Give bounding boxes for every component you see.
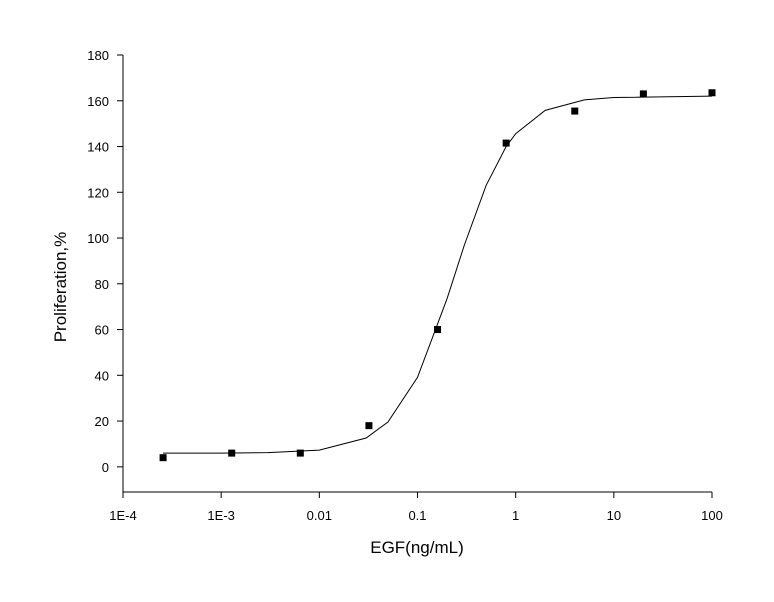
data-point <box>708 89 716 97</box>
y-tick-label: 0 <box>102 460 109 475</box>
data-point <box>571 107 579 115</box>
data-point <box>434 326 442 334</box>
y-tick-label: 180 <box>87 48 109 63</box>
data-point <box>365 422 373 430</box>
x-tick-label: 0.1 <box>408 508 426 523</box>
x-tick-label: 1E-4 <box>109 508 136 523</box>
x-tick-label: 100 <box>701 508 723 523</box>
x-tick-label: 10 <box>607 508 621 523</box>
data-point <box>639 90 647 98</box>
data-point <box>296 449 304 457</box>
x-tick-label: 1 <box>512 508 519 523</box>
y-tick-label: 100 <box>87 231 109 246</box>
fit-curve <box>163 95 713 454</box>
x-tick-label: 0.01 <box>307 508 332 523</box>
y-tick-label: 160 <box>87 94 109 109</box>
data-point <box>159 454 167 462</box>
x-axis-title: EGF(ng/mL) <box>370 538 464 557</box>
y-tick-label: 20 <box>95 414 109 429</box>
y-axis-title: Proliferation,% <box>51 232 70 343</box>
y-tick-label: 40 <box>95 368 109 383</box>
y-tick-label: 120 <box>87 185 109 200</box>
y-tick-label: 60 <box>95 323 109 338</box>
data-point <box>502 139 510 147</box>
y-tick-label: 80 <box>95 277 109 292</box>
y-tick-label: 140 <box>87 140 109 155</box>
x-tick-label: 1E-3 <box>207 508 234 523</box>
